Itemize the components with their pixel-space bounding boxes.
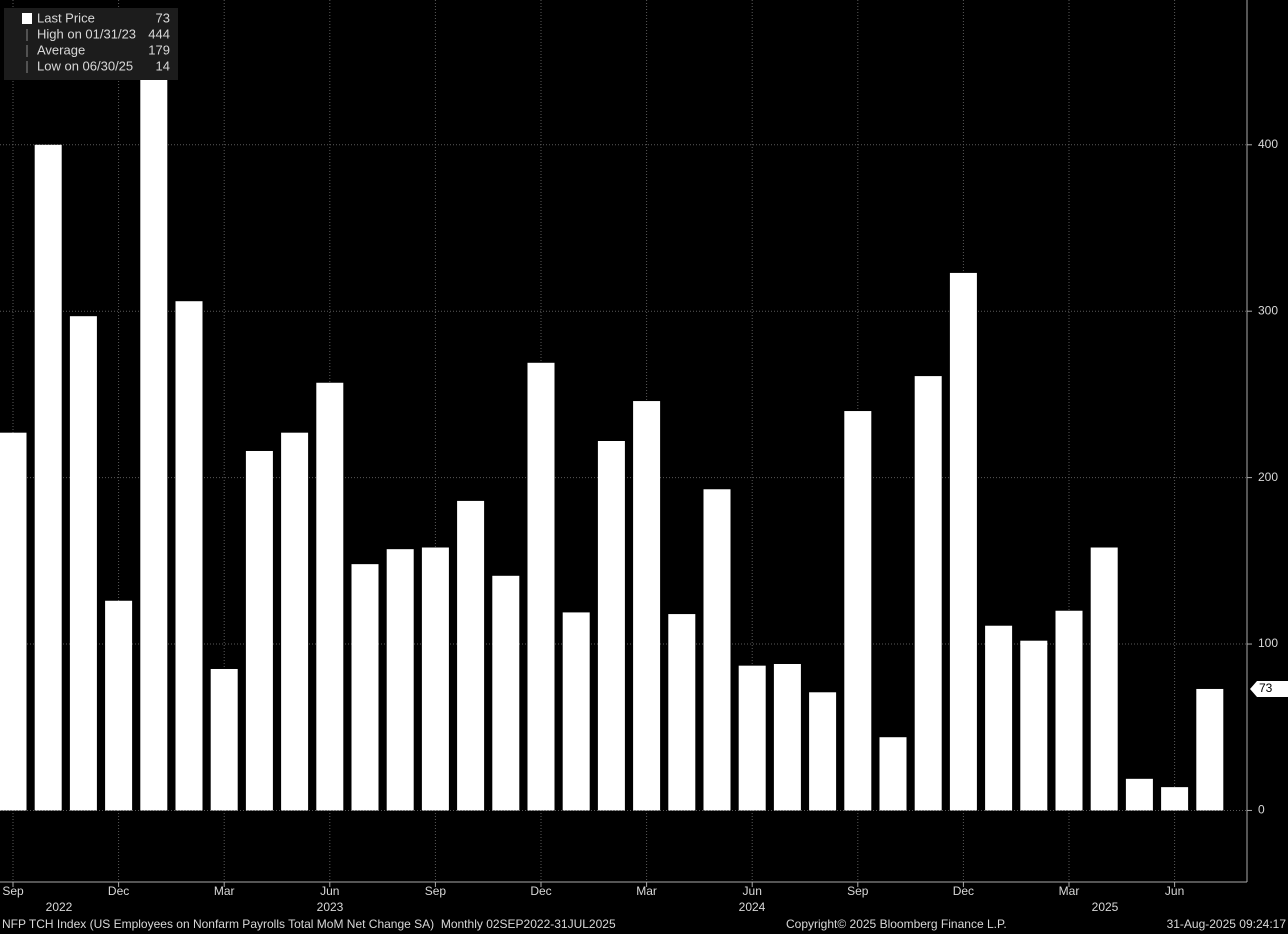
x-tick-label: Dec: [530, 884, 551, 898]
bar: [386, 549, 414, 811]
x-tick-label: Jun: [743, 884, 762, 898]
y-tick-label: 400: [1258, 137, 1278, 151]
bar: [1196, 688, 1224, 811]
bar: [421, 547, 449, 811]
legend-swatch: [22, 13, 32, 24]
legend-label: Low on 06/30/25: [37, 58, 133, 73]
x-year-label: 2024: [739, 900, 766, 914]
bar: [633, 401, 661, 811]
y-tick-label: 0: [1258, 803, 1265, 817]
y-tick-label: 300: [1258, 303, 1278, 317]
bar: [773, 663, 801, 811]
x-tick-label: Dec: [953, 884, 974, 898]
x-tick-label: Dec: [108, 884, 129, 898]
x-year-label: 2023: [317, 900, 344, 914]
bar: [562, 612, 590, 811]
bar: [281, 432, 309, 811]
y-tick-label: 100: [1258, 636, 1278, 650]
last-value-label: 73: [1259, 681, 1273, 695]
legend-value: 14: [156, 58, 170, 73]
bar: [1090, 547, 1118, 811]
last-value-marker: [1250, 680, 1288, 697]
bar: [1055, 610, 1083, 811]
bar: [0, 432, 27, 811]
footer-timestamp: 31-Aug-2025 09:24:17: [1167, 917, 1287, 931]
x-tick-label: Mar: [214, 884, 235, 898]
bar: [1125, 778, 1153, 811]
bar: [105, 600, 133, 811]
bar: [245, 450, 273, 811]
bar: [140, 71, 168, 811]
y-tick-label: 200: [1258, 470, 1278, 484]
legend-label: High on 01/31/23: [37, 26, 136, 41]
bar: [175, 301, 203, 811]
bar: [668, 614, 696, 811]
bar: [914, 376, 942, 811]
bar: [1020, 640, 1048, 811]
bar: [879, 737, 907, 811]
x-tick-label: Mar: [636, 884, 657, 898]
bar: [1161, 787, 1189, 811]
legend-label: Average: [37, 42, 85, 57]
bar: [527, 362, 555, 811]
legend-value: 444: [148, 26, 170, 41]
bar: [703, 489, 731, 811]
bar: [492, 575, 520, 811]
bar: [949, 272, 977, 811]
footer-source: NFP TCH Index (US Employees on Nonfarm P…: [2, 917, 616, 931]
legend-box: [4, 8, 178, 80]
x-tick-label: Sep: [847, 884, 869, 898]
x-year-label: 2022: [46, 900, 73, 914]
legend-value: 179: [148, 42, 170, 57]
bar: [809, 692, 837, 811]
bar: [457, 500, 485, 811]
x-tick-label: Mar: [1059, 884, 1080, 898]
bar: [844, 411, 872, 811]
x-tick-label: Sep: [2, 884, 24, 898]
bar: [738, 665, 766, 811]
bar: [210, 668, 238, 811]
x-tick-label: Jun: [320, 884, 339, 898]
bar: [351, 564, 379, 811]
bar: [34, 144, 62, 811]
bar: [69, 316, 97, 811]
bar: [985, 625, 1013, 811]
x-year-label: 2025: [1092, 900, 1119, 914]
x-tick-label: Sep: [425, 884, 447, 898]
bar: [597, 441, 625, 811]
x-tick-label: Jun: [1165, 884, 1184, 898]
bar: [316, 382, 344, 811]
footer-copyright: Copyright© 2025 Bloomberg Finance L.P.: [786, 917, 1007, 931]
legend-value: 73: [156, 10, 170, 25]
legend-label: Last Price: [37, 10, 95, 25]
